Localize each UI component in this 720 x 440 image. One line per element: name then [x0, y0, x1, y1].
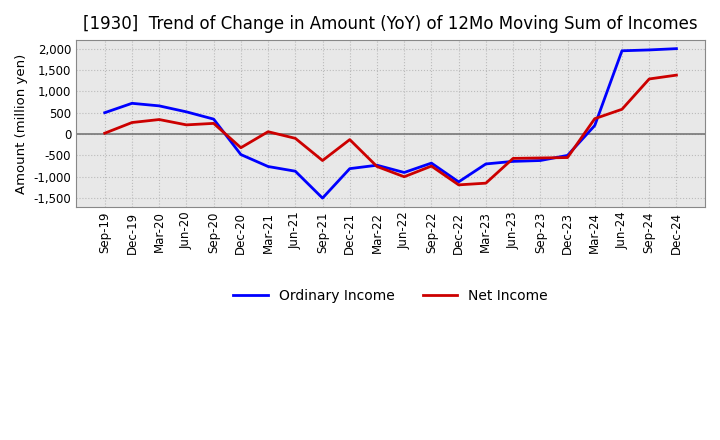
Net Income [373, 164, 382, 169]
Ordinary Income [618, 48, 626, 53]
Net Income [509, 156, 518, 161]
Net Income [155, 117, 163, 122]
Ordinary Income [291, 169, 300, 174]
Title: [1930]  Trend of Change in Amount (YoY) of 12Mo Moving Sum of Incomes: [1930] Trend of Change in Amount (YoY) o… [84, 15, 698, 33]
Ordinary Income [318, 195, 327, 201]
Net Income [427, 163, 436, 169]
Y-axis label: Amount (million yen): Amount (million yen) [15, 53, 28, 194]
Net Income [400, 174, 408, 180]
Ordinary Income [454, 179, 463, 184]
Net Income [454, 182, 463, 187]
Ordinary Income [590, 123, 599, 128]
Net Income [182, 122, 191, 128]
Ordinary Income [427, 161, 436, 166]
Net Income [590, 116, 599, 121]
Net Income [237, 145, 246, 150]
Ordinary Income [210, 117, 218, 122]
Ordinary Income [536, 158, 544, 163]
Line: Ordinary Income: Ordinary Income [104, 49, 676, 198]
Ordinary Income [509, 159, 518, 164]
Ordinary Income [482, 161, 490, 167]
Net Income [264, 129, 272, 134]
Net Income [482, 180, 490, 186]
Ordinary Income [237, 152, 246, 157]
Ordinary Income [182, 109, 191, 114]
Line: Net Income: Net Income [104, 75, 676, 185]
Net Income [100, 131, 109, 136]
Ordinary Income [100, 110, 109, 115]
Net Income [618, 106, 626, 112]
Net Income [536, 155, 544, 161]
Net Income [127, 120, 136, 125]
Ordinary Income [155, 103, 163, 109]
Net Income [318, 158, 327, 163]
Ordinary Income [346, 166, 354, 171]
Ordinary Income [563, 153, 572, 158]
Ordinary Income [127, 101, 136, 106]
Ordinary Income [645, 47, 654, 52]
Net Income [645, 76, 654, 81]
Net Income [346, 137, 354, 142]
Net Income [563, 155, 572, 160]
Ordinary Income [400, 170, 408, 175]
Net Income [672, 73, 680, 78]
Ordinary Income [373, 163, 382, 168]
Ordinary Income [264, 164, 272, 169]
Net Income [210, 121, 218, 126]
Legend: Ordinary Income, Net Income: Ordinary Income, Net Income [228, 283, 554, 308]
Ordinary Income [672, 46, 680, 51]
Net Income [291, 136, 300, 141]
